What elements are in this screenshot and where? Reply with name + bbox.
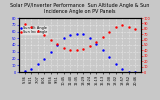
Legend: Sun Alt Angle, Sun Inc Angle: Sun Alt Angle, Sun Inc Angle: [20, 25, 48, 35]
Text: Solar PV/Inverter Performance  Sun Altitude Angle & Sun Incidence Angle on PV Pa: Solar PV/Inverter Performance Sun Altitu…: [10, 3, 150, 14]
